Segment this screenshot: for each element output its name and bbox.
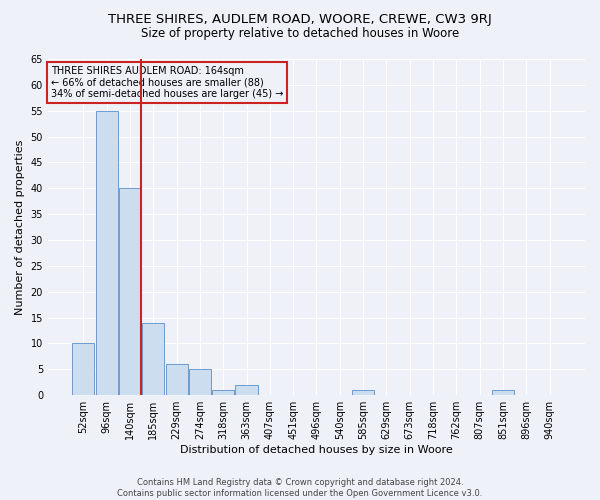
- Bar: [189, 370, 211, 395]
- Y-axis label: Number of detached properties: Number of detached properties: [15, 140, 25, 315]
- Text: Size of property relative to detached houses in Woore: Size of property relative to detached ho…: [141, 28, 459, 40]
- Bar: [142, 323, 164, 395]
- Bar: [95, 110, 118, 395]
- Bar: [235, 385, 257, 395]
- Text: THREE SHIRES AUDLEM ROAD: 164sqm
← 66% of detached houses are smaller (88)
34% o: THREE SHIRES AUDLEM ROAD: 164sqm ← 66% o…: [50, 66, 283, 99]
- Bar: [119, 188, 141, 395]
- Bar: [492, 390, 514, 395]
- X-axis label: Distribution of detached houses by size in Woore: Distribution of detached houses by size …: [180, 445, 453, 455]
- Text: Contains HM Land Registry data © Crown copyright and database right 2024.
Contai: Contains HM Land Registry data © Crown c…: [118, 478, 482, 498]
- Bar: [166, 364, 188, 395]
- Text: THREE SHIRES, AUDLEM ROAD, WOORE, CREWE, CW3 9RJ: THREE SHIRES, AUDLEM ROAD, WOORE, CREWE,…: [108, 12, 492, 26]
- Bar: [73, 344, 94, 395]
- Bar: [212, 390, 235, 395]
- Bar: [352, 390, 374, 395]
